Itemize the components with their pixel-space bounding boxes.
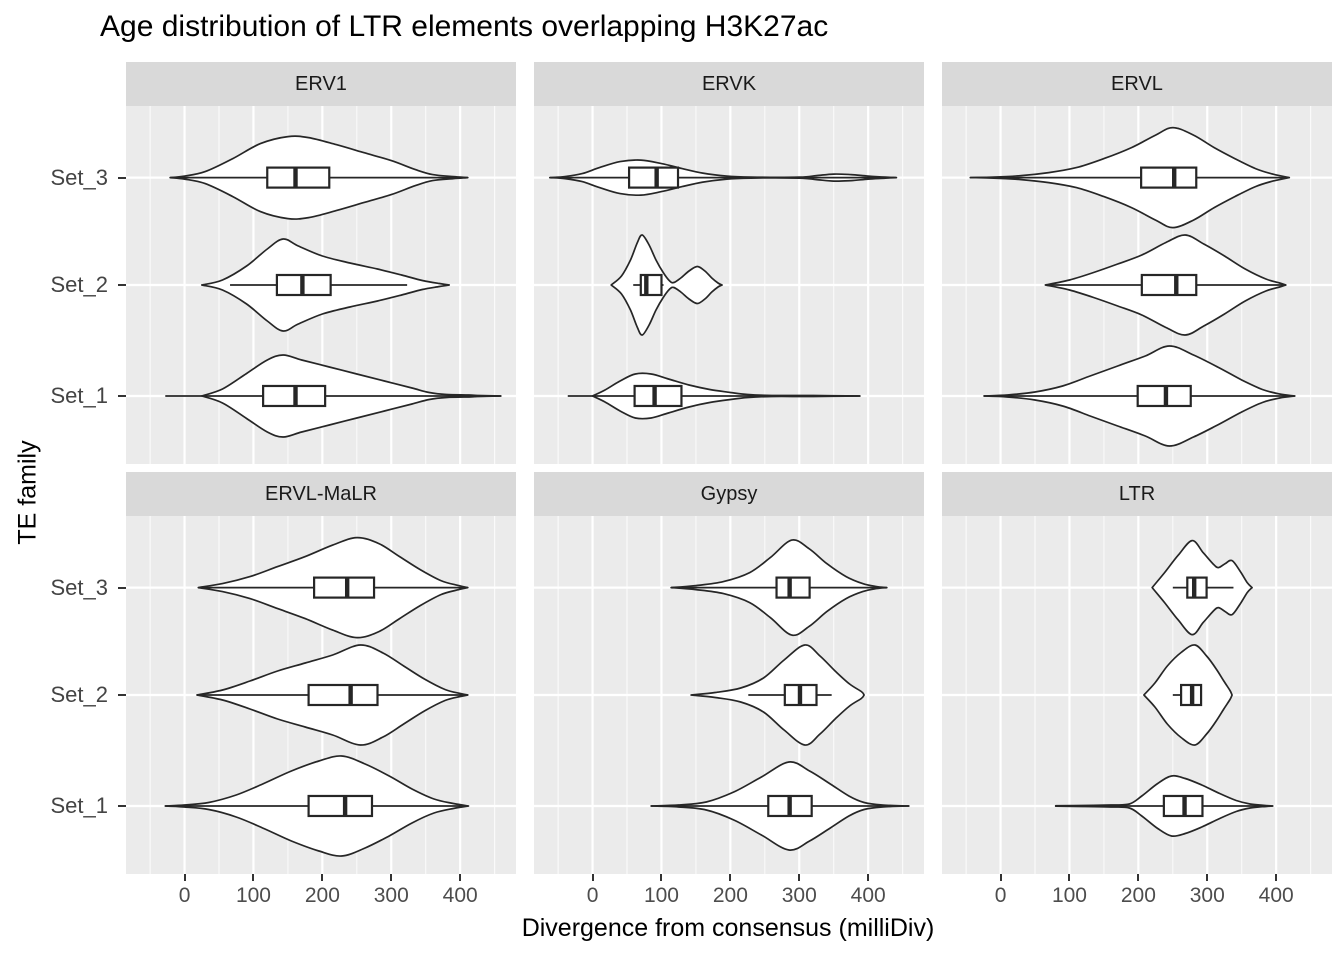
y-tick-label: Set_2 (50, 682, 109, 707)
x-tick-mark (1206, 874, 1209, 881)
y-tick-mark (118, 394, 126, 397)
facet-panel-ERVL (942, 106, 1332, 464)
x-tick-label: 300 (781, 884, 817, 907)
facet-strip: ERVK (534, 62, 924, 106)
x-tick-label: 200 (712, 884, 748, 907)
violin-ERVK-Set_1 (567, 372, 861, 420)
x-tick-label: 100 (643, 884, 679, 907)
violin-ERVL-Set_3 (969, 126, 1291, 229)
x-tick-label: 0 (994, 884, 1007, 907)
facet-strip-label: ERV1 (295, 73, 347, 95)
y-tick-label: Set_3 (50, 164, 109, 190)
facet-strip: Gypsy (534, 472, 924, 516)
violin-Gypsy-Set_2 (690, 644, 865, 746)
x-tick-label: 400 (442, 884, 478, 907)
x-tick-label: 100 (235, 884, 271, 907)
violin-ERVL-Set_2 (1044, 234, 1287, 336)
x-tick-label: 200 (304, 884, 340, 907)
y-tick-mark (118, 694, 126, 696)
facet-strip-label: LTR (1118, 483, 1156, 505)
x-tick-mark (660, 874, 663, 881)
facet-panel-ERV1 (126, 106, 516, 464)
y-tick-label: Set_2 (50, 272, 109, 297)
y-tick-mark (118, 284, 126, 286)
x-tick-mark (798, 874, 801, 881)
facet-panel-ERVK (534, 106, 924, 464)
facet-strip: ERVL (942, 62, 1332, 106)
x-tick-mark (252, 874, 255, 881)
x-tick-label: 300 (1189, 884, 1225, 907)
facet-strip-label: ERVL (1111, 73, 1163, 95)
y-tick-mark (118, 586, 126, 589)
x-tick-mark (390, 874, 393, 881)
x-tick-mark (1068, 874, 1071, 881)
x-tick-mark (321, 874, 324, 881)
x-tick-label: 300 (373, 884, 409, 907)
facet-strip-label: ERVK (701, 73, 757, 95)
x-tick-mark (1275, 874, 1278, 881)
violin-ERV1-Set_3 (169, 135, 469, 220)
violin-LTR-Set_2 (1143, 644, 1233, 746)
violin-LTR-Set_1 (1054, 774, 1274, 838)
x-tick-label: 0 (178, 884, 191, 907)
violin-ERVL-MaLR-Set_2 (196, 644, 469, 746)
violin-ERV1-Set_1 (165, 354, 502, 438)
violin-LTR-Set_3 (1151, 539, 1253, 636)
x-tick-label: 400 (1258, 884, 1294, 907)
y-tick-label: Set_3 (50, 574, 109, 600)
facet-strip: LTR (942, 472, 1332, 516)
violin-ERVK-Set_3 (548, 159, 898, 197)
facet-panel-ERVL-MaLR (126, 516, 516, 874)
x-tick-mark (183, 874, 186, 881)
x-tick-mark (999, 874, 1002, 881)
x-tick-label: 0 (586, 884, 599, 907)
x-axis-title: Divergence from consensus (milliDiv) (521, 914, 935, 942)
x-tick-mark (729, 874, 732, 881)
y-axis-title: TE family (13, 440, 42, 545)
facet-panel-LTR (942, 516, 1332, 874)
x-tick-label: 100 (1051, 884, 1087, 907)
x-tick-label: 400 (850, 884, 886, 907)
y-tick-mark (118, 176, 126, 179)
page-title: Age distribution of LTR elements overlap… (100, 10, 829, 43)
facet-panel-Gypsy (534, 516, 924, 874)
facet-strip-label: Gypsy (700, 483, 758, 505)
violin-ERV1-Set_2 (200, 238, 451, 332)
facet-strip: ERV1 (126, 62, 516, 106)
facet-strip: ERVL-MaLR (126, 472, 516, 516)
violin-ERVL-MaLR-Set_1 (164, 755, 470, 857)
violin-ERVK-Set_2 (610, 234, 723, 336)
violin-ERVL-MaLR-Set_3 (197, 536, 469, 639)
violin-ERVL-Set_1 (983, 345, 1296, 447)
x-tick-label: 200 (1120, 884, 1156, 907)
y-tick-label: Set_1 (50, 792, 109, 818)
y-tick-label: Set_1 (50, 382, 109, 408)
x-tick-mark (459, 874, 462, 881)
x-tick-mark (867, 874, 870, 881)
y-tick-mark (118, 804, 126, 807)
violin-Gypsy-Set_3 (670, 539, 888, 637)
facet-strip-label: ERVL-MaLR (265, 483, 377, 505)
x-tick-mark (1137, 874, 1140, 881)
x-tick-mark (591, 874, 594, 881)
violin-Gypsy-Set_1 (650, 761, 910, 851)
